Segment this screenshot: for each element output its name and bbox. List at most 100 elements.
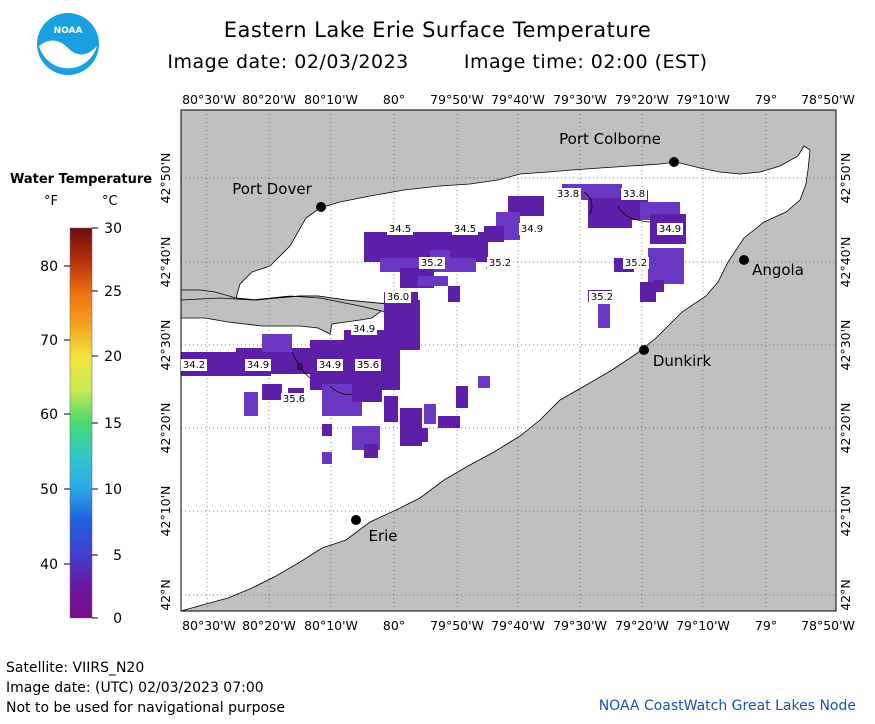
longitude-label: 79°50'W — [430, 92, 484, 107]
temp-label-bg — [555, 188, 581, 200]
fahrenheit-tick-label: 50 — [40, 482, 58, 498]
temperature-pixel-block — [484, 226, 504, 242]
temperature-pixel-block — [352, 384, 382, 402]
latitude-label: 42°30'N — [838, 320, 853, 371]
city-label: Angola — [752, 261, 804, 279]
latitude-label: 42°40'N — [838, 237, 853, 288]
legend-title: Water Temperature — [10, 172, 153, 187]
temperature-value-label: 36.0 — [387, 292, 409, 303]
temp-label-bg — [623, 257, 649, 269]
longitude-label: 79° — [755, 618, 777, 633]
city-marker-dot — [639, 345, 649, 355]
longitude-label: 80°30'W — [182, 618, 236, 633]
longitude-label: 80°10'W — [304, 92, 358, 107]
temp-label-bg — [487, 257, 513, 269]
temperature-pixel-block — [448, 286, 460, 302]
temperature-pixel-block — [262, 384, 282, 400]
longitude-label: 79°40'W — [491, 618, 545, 633]
longitude-label: 80°20'W — [242, 618, 296, 633]
longitude-label: 79°30'W — [553, 618, 607, 633]
latitude-label: 42°50'N — [838, 153, 853, 204]
longitude-label: 80°30'W — [182, 92, 236, 107]
fahrenheit-ticks: 80 70 60 50 40 — [40, 259, 70, 573]
legend-unit-f: °F — [44, 194, 58, 209]
temperature-pixel-block — [262, 334, 292, 352]
fahrenheit-tick-label: 80 — [40, 259, 58, 275]
temperature-value-label: 34.9 — [659, 224, 681, 235]
temperature-pixel-block — [640, 282, 656, 302]
temperature-value-label: 35.6 — [357, 360, 379, 371]
temp-label-bg — [419, 257, 445, 269]
temp-label-bg — [452, 223, 478, 235]
city-marker-dot — [316, 202, 326, 212]
temperature-value-label: 35.2 — [591, 292, 613, 303]
celsius-tick-label: 0 — [113, 611, 122, 627]
latitude-label: 42°10'N — [158, 486, 173, 537]
noaa-logo-icon: NOAA — [37, 13, 99, 75]
longitude-label: 80°10'W — [304, 618, 358, 633]
longitude-label: 79°20'W — [615, 618, 669, 633]
disclaimer: Not to be used for navigational purpose — [6, 700, 285, 716]
city-label: Port Colborne — [559, 130, 661, 148]
fahrenheit-tick-label: 60 — [40, 407, 58, 423]
celsius-tick-label: 5 — [113, 548, 122, 564]
city-label: Dunkirk — [653, 352, 712, 370]
temperature-value-label: 34.9 — [353, 324, 375, 335]
temp-label-bg — [351, 323, 377, 335]
longitude-label: 79° — [755, 92, 777, 107]
longitude-label: 79°20'W — [615, 92, 669, 107]
longitude-label: 79°30'W — [553, 92, 607, 107]
temperature-pixel-block — [456, 386, 468, 408]
temperature-pixel-block — [424, 404, 436, 424]
temperature-pixel-block — [478, 376, 490, 388]
temperature-pixel-block — [654, 280, 664, 292]
city-label: Erie — [368, 527, 397, 545]
page-title: Eastern Lake Erie Surface Temperature — [223, 18, 652, 42]
temperature-pixel-block — [438, 416, 460, 428]
temperature-value-label: 35.2 — [421, 258, 443, 269]
temperature-value-label: 35.2 — [489, 258, 511, 269]
temp-label-bg — [355, 359, 381, 371]
image-date-time: Image date: 02/03/2023 Image time: 02:00… — [0, 51, 875, 73]
longitude-label: 79°40'W — [491, 92, 545, 107]
temperature-labels: 33.8 33.8 34.9 34.5 34.5 34.9 35.2 35.2 34.9 35.2… — [181, 188, 683, 405]
fahrenheit-tick-label: 40 — [40, 557, 58, 573]
logo-text: NOAA — [54, 26, 83, 36]
temp-label-bg — [387, 223, 413, 235]
satellite-info: Satellite: VIIRS_N20 — [6, 660, 145, 676]
temperature-pixel-block — [322, 452, 332, 464]
temp-label-bg — [385, 291, 411, 303]
longitude-labels-bottom: 80°30'W 80°20'W 80°10'W 80° 79°50'W 79°40'W 79… — [182, 618, 855, 633]
latitude-labels-right: 42°50'N 42°40'N 42°30'N 42°20'N 42°10'N 42°N — [838, 153, 853, 611]
latitude-label: 42°40'N — [158, 237, 173, 288]
temperature-pixel-block — [364, 444, 378, 458]
latitude-label: 42°30'N — [158, 320, 173, 371]
temperature-value-label: 34.9 — [319, 360, 341, 371]
celsius-ticks: 30 25 20 15 10 5 0 — [92, 221, 122, 627]
temperature-value-label: 0 — [297, 362, 303, 373]
temp-label-bg — [621, 188, 647, 200]
longitude-label: 79°10'W — [676, 618, 730, 633]
temperature-value-label: 34.5 — [454, 224, 476, 235]
temp-label-bg — [657, 223, 683, 235]
legend-unit-c: °C — [102, 194, 118, 209]
temp-label-bg — [589, 291, 615, 303]
temperature-pixel-block — [648, 248, 684, 284]
temperature-pixel-block — [414, 428, 428, 442]
temp-label-bg — [245, 359, 271, 371]
utc-date-info: Image date: (UTC) 02/03/2023 07:00 — [6, 680, 264, 696]
longitude-label: 80° — [383, 92, 405, 107]
temp-label-bg — [181, 359, 207, 371]
temperature-value-label: 34.9 — [521, 224, 543, 235]
celsius-tick-label: 15 — [104, 416, 122, 432]
celsius-tick-label: 30 — [104, 221, 122, 237]
city-marker-dot — [739, 255, 749, 265]
temperature-value-label: 34.9 — [247, 360, 269, 371]
longitude-label: 78°50'W — [801, 618, 855, 633]
temperature-value-label: 35.2 — [625, 258, 647, 269]
image-time-label: Image time: 02:00 (EST) — [463, 51, 708, 73]
city-marker-dot — [669, 157, 679, 167]
city-markers: Port Colborne Port Dover Angola Dunkirk Erie — [232, 130, 804, 545]
latitude-label: 42°20'N — [158, 403, 173, 454]
